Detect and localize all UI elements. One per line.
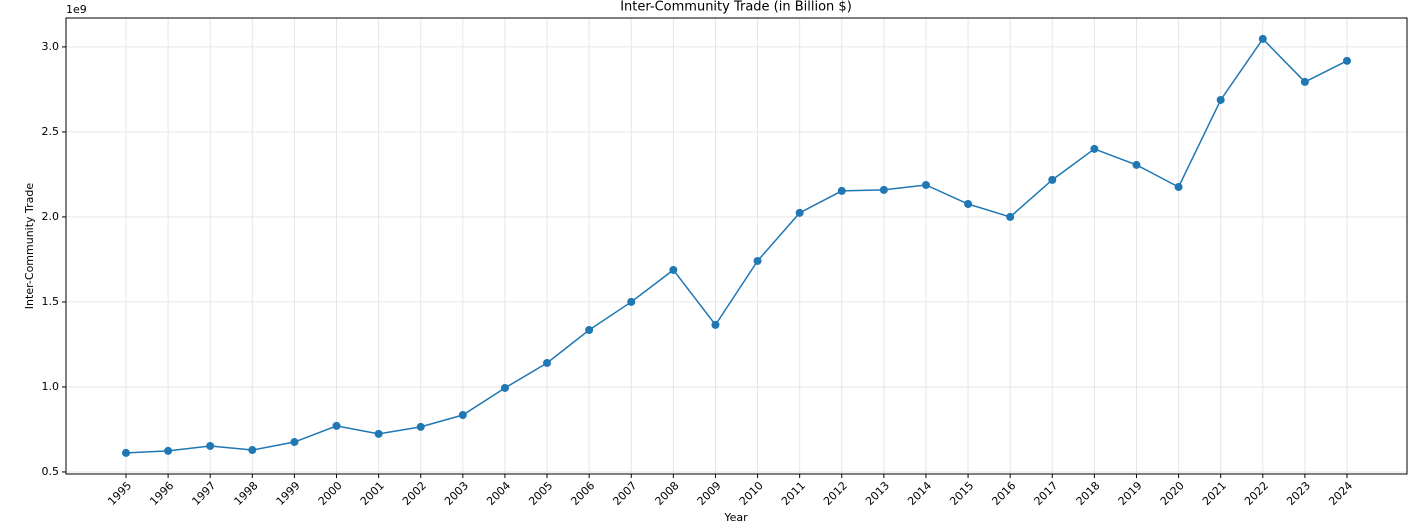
x-tick-label: 2019	[1116, 479, 1145, 508]
x-tick-label: 2017	[1032, 479, 1061, 508]
data-line	[125, 37, 1348, 454]
data-point	[1343, 56, 1351, 65]
x-tick-label: 2016	[989, 479, 1018, 508]
data-point	[879, 185, 888, 194]
data-point	[1216, 95, 1225, 104]
data-point	[795, 208, 804, 217]
x-tick-label: 2024	[1326, 479, 1355, 508]
x-tick-label: 2002	[400, 479, 429, 508]
x-tick-label: 2000	[316, 479, 345, 508]
x-tick-label: 2020	[1158, 479, 1187, 508]
data-point	[585, 325, 594, 334]
data-point	[458, 411, 467, 420]
data-point	[1048, 175, 1057, 184]
data-point	[122, 448, 130, 457]
data-point	[543, 358, 552, 367]
data-point	[1006, 212, 1015, 221]
x-tick-label: 2015	[947, 479, 976, 508]
x-tick-label: 2023	[1284, 479, 1313, 508]
data-point	[964, 200, 973, 209]
data-point	[1090, 144, 1099, 153]
data-point	[753, 256, 762, 265]
data-point	[332, 421, 341, 430]
data-point	[669, 265, 678, 274]
data-point	[206, 441, 215, 450]
data-point	[500, 383, 509, 392]
x-tick-label: 2008	[653, 479, 682, 508]
x-tick-label: 1998	[232, 479, 261, 508]
y-axis-label: Inter-Community Trade	[23, 183, 36, 310]
data-point	[1258, 34, 1267, 43]
x-tick-label: 2022	[1242, 479, 1271, 508]
y-tick-label: 2.0	[42, 210, 60, 223]
data-point	[1174, 183, 1183, 192]
y-tick-label: 1.0	[42, 380, 60, 393]
x-tick-label: 1999	[274, 479, 303, 508]
x-tick-label: 2009	[695, 479, 724, 508]
y-tick-label: 1.5	[42, 295, 60, 308]
x-tick-label: 2021	[1200, 479, 1229, 508]
y-tick-label: 2.5	[42, 125, 60, 138]
data-point	[1132, 160, 1141, 169]
data-point	[921, 180, 930, 189]
chart-title: Inter-Community Trade (in Billion $)	[620, 0, 852, 15]
x-tick-label: 2013	[863, 479, 892, 508]
x-tick-label: 2014	[905, 479, 934, 508]
x-axis-label: Year	[723, 511, 748, 524]
x-tick-label: 1996	[147, 479, 176, 508]
y-tick-label: 3.0	[42, 40, 60, 53]
data-point	[627, 297, 636, 306]
x-tick-label: 1997	[189, 479, 218, 508]
x-tick-label: 2011	[779, 479, 808, 508]
y-tick-label: 0.5	[42, 465, 60, 478]
x-tick-label: 2012	[821, 479, 850, 508]
x-tick-label: 2005	[526, 479, 555, 508]
x-tick-label: 2006	[568, 479, 597, 508]
data-point	[1300, 77, 1309, 86]
data-point	[248, 446, 257, 455]
plot-frame	[65, 17, 1408, 475]
x-tick-label: 2001	[358, 479, 387, 508]
data-point	[416, 422, 425, 431]
x-tick-label: 2004	[484, 479, 513, 508]
x-tick-label: 1995	[105, 479, 134, 508]
x-tick-label: 2003	[442, 479, 471, 508]
y-offset-label: 1e9	[66, 3, 87, 16]
x-tick-label: 2018	[1074, 479, 1103, 508]
x-tick-label: 2007	[610, 479, 639, 508]
data-point	[374, 429, 383, 438]
data-point	[711, 320, 720, 329]
data-point	[290, 438, 299, 447]
data-point	[837, 186, 846, 195]
data-point	[164, 446, 173, 455]
x-tick-label: 2010	[737, 479, 766, 508]
